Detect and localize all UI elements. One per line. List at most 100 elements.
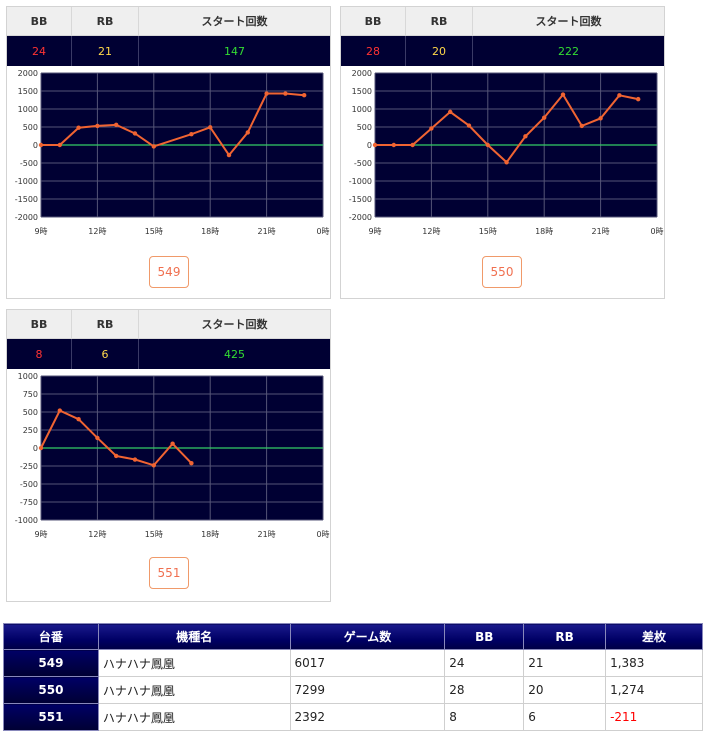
y-tick-label: -500 [20, 159, 38, 168]
y-tick-label: -1500 [349, 195, 372, 204]
y-tick-label: 0 [367, 141, 372, 150]
data-point [170, 441, 175, 446]
start-count-header: スタート回数 [535, 15, 602, 28]
x-tick-label: 12時 [422, 227, 440, 236]
stats-table: BB RB スタート回数 8 6 425 [7, 310, 330, 369]
data-point [302, 93, 307, 98]
machine-number-cell[interactable]: 549 [3, 649, 99, 677]
machine-number-button[interactable]: 551 [149, 557, 189, 589]
model-name-cell: ハナハナ鳳凰 [97, 703, 291, 731]
data-point [189, 460, 194, 466]
data-point [38, 142, 44, 148]
y-tick-label: 2000 [18, 69, 38, 78]
data-point [57, 408, 62, 413]
machine-card-549: BB RB スタート回数 24 21 147 2000 1500 1000 500 0 -… [6, 6, 331, 299]
bb-cell: 24 [444, 649, 525, 677]
series-line [41, 92, 305, 157]
data-point [283, 91, 288, 96]
bb-header: BB [7, 7, 72, 35]
data-point [504, 160, 509, 165]
header-machine-number: 台番 [3, 623, 99, 650]
data-point [485, 142, 490, 148]
y-tick-label: -2000 [15, 213, 38, 222]
rb-header: RB [72, 7, 139, 35]
rb-cell: 6 [523, 703, 607, 731]
data-point [57, 142, 62, 148]
start-count-value: 147 [224, 44, 245, 58]
data-point [579, 123, 584, 129]
rb-header: RB [72, 310, 139, 338]
y-tick-label: -1000 [15, 177, 38, 186]
data-point [76, 417, 81, 422]
machine-card-550: BB RB スタート回数 28 20 222 2000 1500 1000 500 0 -… [340, 6, 665, 299]
bb-value: 24 [7, 36, 72, 66]
bb-header: BB [341, 7, 406, 35]
data-point [410, 142, 415, 148]
data-point [208, 125, 213, 130]
bb-value: 28 [341, 36, 406, 66]
header-diff: 差枚 [605, 623, 703, 650]
header-game-count: ゲーム数 [289, 623, 446, 650]
data-point [264, 91, 269, 96]
y-tick-label: -500 [20, 480, 38, 489]
rb-header: RB [406, 7, 473, 35]
x-tick-label: 9時 [34, 227, 47, 236]
data-point [189, 132, 194, 137]
diff-cell: 1,383 [605, 649, 703, 677]
y-tick-label: 750 [23, 390, 38, 399]
x-tick-label: 15時 [479, 227, 497, 236]
rb-cell: 21 [523, 649, 607, 677]
data-point [95, 435, 100, 441]
slump-graph: 2000 1500 1000 500 0 -500 -1000 -1500 -2000 9時 12時… [15, 69, 330, 236]
header-bb: BB [444, 623, 525, 650]
rb-cell: 20 [523, 676, 607, 704]
x-tick-label: 0時 [650, 227, 663, 236]
data-point [226, 152, 232, 158]
y-tick-label: 500 [357, 123, 372, 132]
rb-value: 21 [72, 36, 139, 66]
start-count-value: 222 [558, 44, 579, 58]
rb-value: 20 [406, 36, 473, 66]
data-point [448, 109, 453, 115]
y-tick-label: -1500 [15, 195, 38, 204]
data-point [542, 115, 547, 120]
y-tick-label: -2000 [349, 213, 372, 222]
y-tick-label: -250 [20, 462, 38, 471]
machine-number-cell[interactable]: 551 [3, 703, 99, 731]
y-tick-label: 0 [33, 444, 38, 453]
data-point [245, 130, 250, 135]
x-tick-label: 12時 [88, 227, 106, 236]
data-point [38, 445, 44, 451]
stats-table: BB RB スタート回数 28 20 222 [341, 7, 664, 66]
rb-value: 6 [72, 339, 139, 369]
game-count-cell: 2392 [289, 703, 446, 731]
machine-number-button[interactable]: 549 [149, 256, 189, 288]
y-tick-label: 500 [23, 408, 38, 417]
data-point [132, 131, 138, 136]
y-tick-label: 1500 [352, 87, 372, 96]
y-tick-label: 500 [23, 123, 38, 132]
x-tick-label: 21時 [592, 227, 610, 236]
table-row: 549 ハナハナ鳳凰 6017 24 21 1,383 [3, 649, 703, 677]
table-row: 550 ハナハナ鳳凰 7299 28 20 1,274 [3, 676, 703, 704]
machine-number-button[interactable]: 550 [482, 256, 522, 288]
x-tick-label: 15時 [145, 227, 163, 236]
machine-card-551: BB RB スタート回数 8 6 425 1000 750 500 250 0 -250 -… [6, 309, 331, 602]
start-count-header: スタート回数 [201, 15, 268, 28]
data-point [560, 92, 566, 97]
data-point [151, 463, 156, 468]
bb-cell: 28 [444, 676, 525, 704]
x-tick-label: 9時 [368, 227, 381, 236]
y-tick-label: 1500 [18, 87, 38, 96]
x-tick-label: 15時 [145, 530, 163, 539]
data-point [466, 123, 472, 128]
slump-graph: 2000 1500 1000 500 0 -500 -1000 -1500 -2000 9時 12時… [349, 69, 664, 236]
machine-number-cell[interactable]: 550 [3, 676, 99, 704]
x-tick-label: 0時 [316, 530, 329, 539]
game-count-cell: 7299 [289, 676, 446, 704]
y-tick-label: 0 [33, 141, 38, 150]
x-tick-label: 18時 [535, 227, 553, 236]
y-tick-label: 250 [23, 426, 38, 435]
data-point [372, 142, 378, 148]
data-point [598, 116, 603, 121]
